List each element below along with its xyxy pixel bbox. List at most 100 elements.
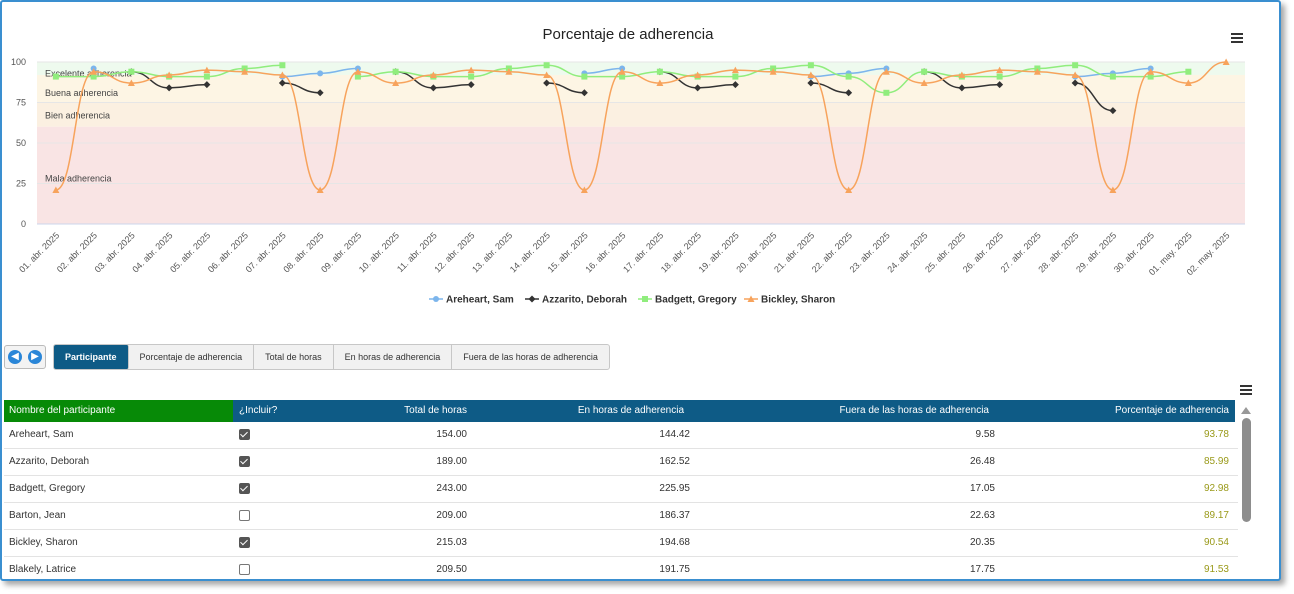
data-point [1033, 68, 1041, 75]
table-row[interactable]: Blakely, Latrice 209.50 191.75 17.75 91.53 [4, 557, 1238, 579]
header-include[interactable]: ¿Incluir? [233, 400, 333, 422]
header-name[interactable]: Nombre del participante [4, 400, 233, 422]
data-point [731, 81, 739, 89]
series-line [546, 82, 585, 94]
total-hours: 209.00 [436, 510, 467, 521]
table-body: Areheart, Sam 154.00 144.42 9.58 93.78 Azzari… [4, 422, 1238, 579]
data-point [203, 81, 211, 89]
table-row[interactable]: Barton, Jean 209.00 186.37 22.63 89.17 [4, 503, 1238, 530]
data-point [279, 62, 286, 69]
include-cell [233, 449, 333, 475]
data-point [581, 73, 588, 80]
table-row[interactable]: Badgett, Gregory 243.00 225.95 17.05 92.98 [4, 476, 1238, 503]
include-cell [233, 503, 333, 529]
table-scrollbar[interactable] [1240, 405, 1252, 579]
tab-total-horas[interactable]: Total de horas [254, 345, 334, 369]
data-point [996, 81, 1004, 89]
adherence-percent: 91.53 [1203, 564, 1229, 575]
out-hours: 17.05 [969, 483, 995, 494]
data-point [1222, 58, 1230, 65]
legend-item[interactable]: Badgett, Gregory [655, 295, 737, 306]
tab-participante[interactable]: Participante [54, 345, 129, 369]
include-checkbox[interactable] [239, 536, 250, 548]
plot-band [37, 74, 1245, 103]
data-point [505, 68, 513, 75]
data-point [1109, 186, 1117, 193]
data-point [882, 68, 890, 75]
band-label: Mala adherencia [45, 174, 112, 184]
include-checkbox[interactable] [239, 482, 250, 494]
tab-fuera-horas[interactable]: Fuera de las horas de adherencia [463, 352, 598, 362]
tab-en-horas[interactable]: En horas de adherencia [334, 345, 453, 369]
chart-menu-icon[interactable] [1231, 33, 1243, 43]
data-point [354, 68, 362, 75]
data-point [1184, 79, 1192, 87]
data-point [316, 89, 324, 97]
data-point [1185, 68, 1192, 75]
include-checkbox[interactable] [239, 455, 250, 467]
data-point [883, 89, 890, 96]
table-header: Nombre del participante ¿Incluir? Total … [4, 400, 1238, 422]
adherence-percent: 90.54 [1203, 537, 1229, 548]
data-point [694, 71, 702, 78]
include-cell [233, 530, 333, 556]
header-total[interactable]: Total de horas [333, 400, 467, 422]
include-checkbox[interactable] [239, 509, 250, 521]
data-point [278, 71, 286, 78]
data-point [580, 89, 588, 97]
tab-porcentaje[interactable]: Porcentaje de adherencia [129, 345, 255, 369]
data-point [354, 73, 361, 80]
include-checkbox[interactable] [239, 563, 250, 575]
in-hours: 186.37 [659, 510, 690, 521]
series-line [810, 82, 849, 94]
data-point [694, 84, 702, 92]
header-in-hours[interactable]: En horas de adherencia [467, 400, 690, 422]
legend-item[interactable]: Azzarito, Deborah [542, 295, 627, 306]
data-point [543, 79, 551, 87]
scroll-up-icon[interactable] [1241, 407, 1251, 414]
legend-item[interactable]: Bickley, Sharon [761, 295, 835, 306]
data-point [316, 186, 324, 193]
participant-name: Bickley, Sharon [9, 537, 78, 548]
series-line [584, 67, 623, 75]
data-point [732, 73, 739, 80]
data-point [165, 84, 173, 92]
y-tick-label: 100 [11, 57, 26, 67]
table-row[interactable]: Azzarito, Deborah 189.00 162.52 26.48 85.99 [4, 449, 1238, 476]
include-checkbox[interactable] [239, 428, 250, 440]
out-hours: 26.48 [969, 456, 995, 467]
metric-tabs: Participante Porcentaje de adherencia To… [53, 344, 610, 370]
data-point [128, 68, 135, 75]
table-row[interactable]: Bickley, Sharon 215.03 194.68 20.35 90.54 [4, 530, 1238, 557]
table-row[interactable]: Areheart, Sam 154.00 144.42 9.58 93.78 [4, 422, 1238, 449]
y-tick-label: 75 [16, 98, 26, 108]
plot-band [37, 126, 1245, 224]
participant-name: Azzarito, Deborah [9, 456, 90, 467]
data-point [731, 66, 739, 74]
data-point [845, 89, 853, 97]
in-hours: 194.68 [659, 537, 690, 548]
total-hours: 154.00 [436, 429, 467, 440]
total-hours: 215.03 [436, 537, 467, 548]
adherence-percent: 92.98 [1203, 483, 1229, 494]
band-label: Excelente adherencia [45, 68, 132, 78]
table-menu-icon[interactable] [1240, 385, 1252, 395]
y-tick-label: 50 [16, 138, 26, 148]
data-point [619, 73, 626, 80]
data-point [921, 68, 928, 75]
header-out-hours[interactable]: Fuera de las horas de adherencia [690, 400, 995, 422]
data-point [392, 79, 400, 87]
legend-item[interactable]: Areheart, Sam [446, 295, 514, 306]
header-percent[interactable]: Porcentaje de adherencia [995, 400, 1235, 422]
out-hours: 20.35 [969, 537, 995, 548]
data-point [1072, 62, 1079, 69]
data-point [656, 68, 663, 75]
plot-band [37, 62, 1245, 75]
next-arrow-icon[interactable]: ▶ [28, 350, 42, 364]
legend-marker [433, 296, 439, 302]
prev-arrow-icon[interactable]: ◀ [8, 350, 22, 364]
scroll-thumb[interactable] [1241, 418, 1251, 522]
data-point [1071, 79, 1079, 87]
data-point [543, 71, 551, 78]
data-point [467, 66, 475, 74]
